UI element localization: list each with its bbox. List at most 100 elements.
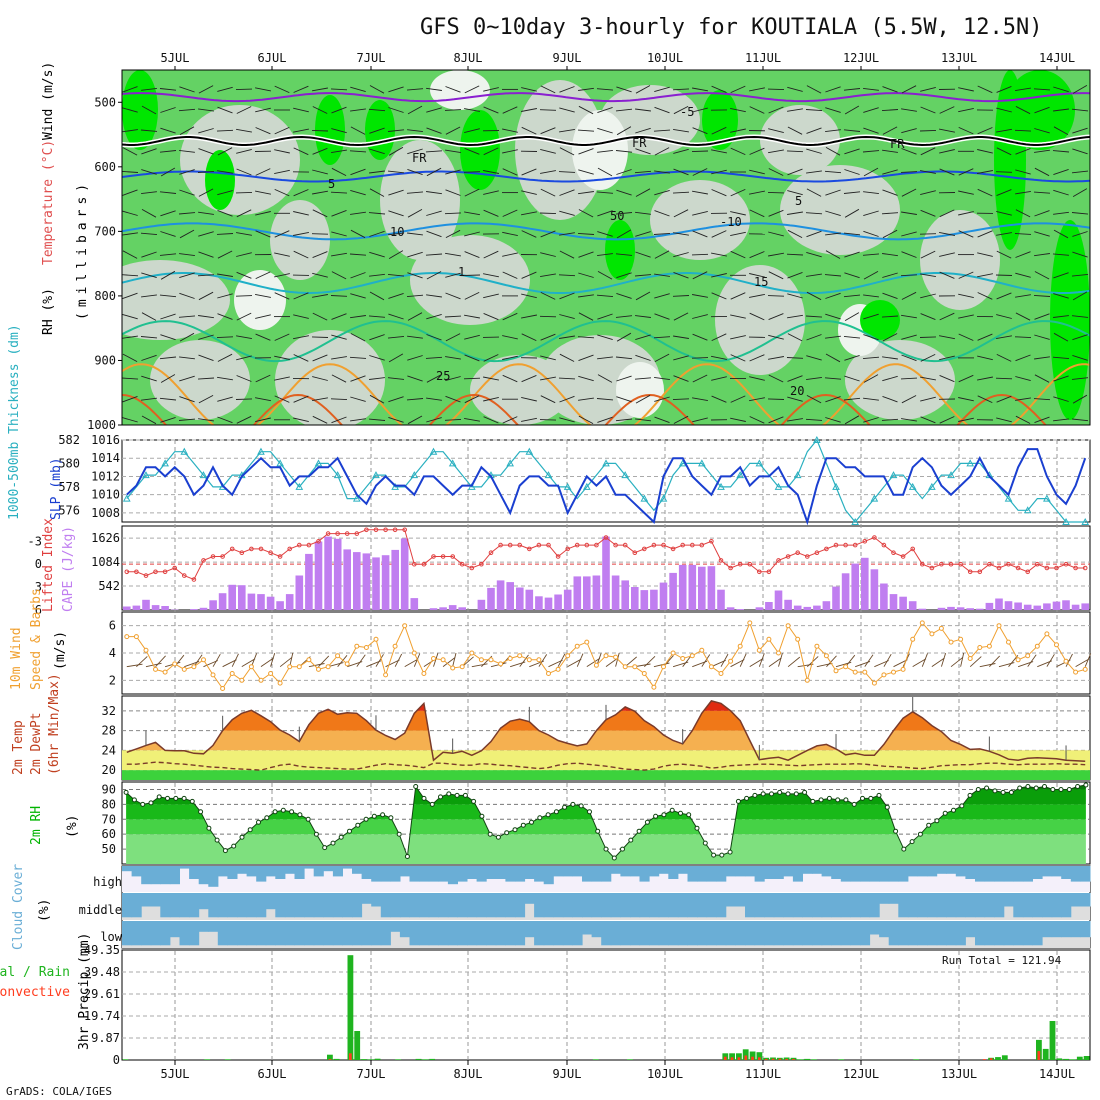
- precip-total-bar: [347, 955, 354, 1060]
- upper-wind-barb: [787, 86, 803, 92]
- wind10-barb: [874, 660, 889, 668]
- wind10-barb: [960, 652, 965, 667]
- rh-high-region: [702, 90, 738, 150]
- cape-bar: [448, 605, 457, 610]
- cloud-high-bar: [907, 866, 918, 877]
- cloud-low-bar: [591, 921, 602, 938]
- upper-air-frame: [121, 69, 1091, 426]
- upper-wind-barb: [768, 271, 784, 280]
- cloud-low-bar: [1032, 921, 1043, 946]
- upper-wind-barb: [312, 376, 328, 381]
- thickness-point: [697, 459, 706, 467]
- thickness-point: [525, 447, 534, 455]
- top-date-label: 5JUL: [161, 51, 190, 65]
- upper-wind-barb: [977, 85, 993, 94]
- upper-wind-barb: [122, 313, 138, 320]
- upper-wind-barb: [349, 150, 367, 153]
- upper-wind-barb: [350, 315, 366, 319]
- thickness-point: [295, 482, 304, 490]
- upper-wind-barb: [1052, 150, 1070, 153]
- rh-low-region: [122, 260, 230, 340]
- cloud-middle-bar: [562, 893, 573, 918]
- upper-wind-barb: [1034, 313, 1050, 320]
- lifted-index-point: [344, 531, 350, 536]
- upper-wind-barb: [843, 335, 861, 339]
- upper-wind-barb: [615, 253, 633, 256]
- cloud-middle-bar: [371, 893, 382, 907]
- cape-bar: [132, 605, 141, 610]
- cape-bar: [1004, 601, 1013, 610]
- upper-wind-barb: [1034, 253, 1050, 257]
- cape-bar: [669, 572, 677, 610]
- cloud-middle-bar: [591, 893, 602, 918]
- upper-wind-barb: [958, 293, 974, 299]
- upper-wind-barb: [559, 250, 575, 259]
- cloud-high-bar: [284, 866, 295, 874]
- side-labels: RH (%) Temperature (°C) Wind (m/s) (mill…: [0, 62, 123, 1050]
- upper-wind-barb: [805, 315, 823, 318]
- upper-wind-barb: [540, 170, 556, 174]
- lifted-index-point: [1035, 561, 1040, 567]
- upper-wind-barb: [1014, 336, 1032, 339]
- upper-wind-barb: [369, 377, 385, 380]
- cloud-middle-bar: [256, 893, 267, 918]
- upper-wind-barb: [616, 375, 632, 382]
- upper-wind-barb: [559, 232, 575, 236]
- wind10-point: [977, 645, 983, 650]
- contour-label: FR: [632, 136, 647, 150]
- wind10-point: [143, 647, 149, 653]
- upper-wind-barb: [844, 354, 860, 361]
- upper-wind-barb: [882, 169, 898, 175]
- cloud-low-bar: [553, 921, 564, 946]
- cloud-high-bar: [486, 866, 497, 879]
- cloud-low-bar: [879, 921, 890, 938]
- upper-wind-barb: [653, 232, 671, 235]
- upper-wind-barb: [312, 415, 328, 424]
- cloud-middle-bar: [907, 893, 918, 918]
- cloud-middle-bar: [610, 893, 621, 918]
- upper-wind-barb: [844, 105, 860, 115]
- rh-high-region: [1050, 220, 1090, 420]
- upper-wind-barb: [464, 291, 480, 300]
- isotherm-15: [122, 272, 1090, 294]
- cloud-middle-bar: [764, 893, 775, 918]
- wind10-barb: [318, 655, 330, 667]
- wind10-point: [354, 643, 360, 649]
- upper-wind-barb: [1053, 126, 1069, 135]
- upper-wind-barb: [445, 395, 461, 403]
- upper-wind-barb: [521, 374, 537, 383]
- lifted-tick-label: 6: [35, 603, 42, 617]
- rh2m-point: [206, 825, 212, 831]
- cloud-middle-bar: [208, 893, 219, 918]
- upper-wind-barb: [958, 397, 974, 402]
- precip-conv-bar: [751, 1056, 754, 1060]
- thickness-point: [851, 517, 860, 525]
- upper-wind-barb: [1015, 251, 1031, 258]
- cloud-low-bar: [179, 921, 190, 946]
- upper-wind-barb: [920, 376, 936, 381]
- upper-wind-barb: [977, 376, 993, 381]
- rh2m-point: [760, 791, 766, 797]
- cloud-middle-bar: [524, 893, 535, 904]
- upper-wind-barb: [692, 333, 708, 341]
- thickness-tick-label: 580: [58, 456, 80, 470]
- cloud-middle-bar: [543, 893, 554, 918]
- upper-wind-barb: [540, 333, 556, 341]
- pressure-tick-label: 600: [94, 160, 116, 174]
- wind10-point: [565, 653, 571, 659]
- wind10-point: [507, 656, 513, 661]
- upper-wind-barb: [559, 353, 575, 362]
- lifted-index-point: [517, 542, 523, 548]
- upper-wind-barb: [1015, 87, 1031, 92]
- cloud-low-bar: [189, 921, 200, 946]
- wind10-barb: [212, 653, 221, 667]
- upper-wind-barb: [1071, 212, 1089, 215]
- thickness-point: [314, 459, 323, 467]
- cape-bar: [659, 582, 668, 610]
- precip-conv-bar: [349, 1053, 352, 1060]
- precip-total-bar: [374, 1058, 381, 1060]
- upper-wind-barb: [787, 168, 803, 176]
- upper-wind-barb: [483, 87, 499, 92]
- cloud-high-bar: [457, 866, 468, 882]
- lifted-index-point: [546, 542, 551, 548]
